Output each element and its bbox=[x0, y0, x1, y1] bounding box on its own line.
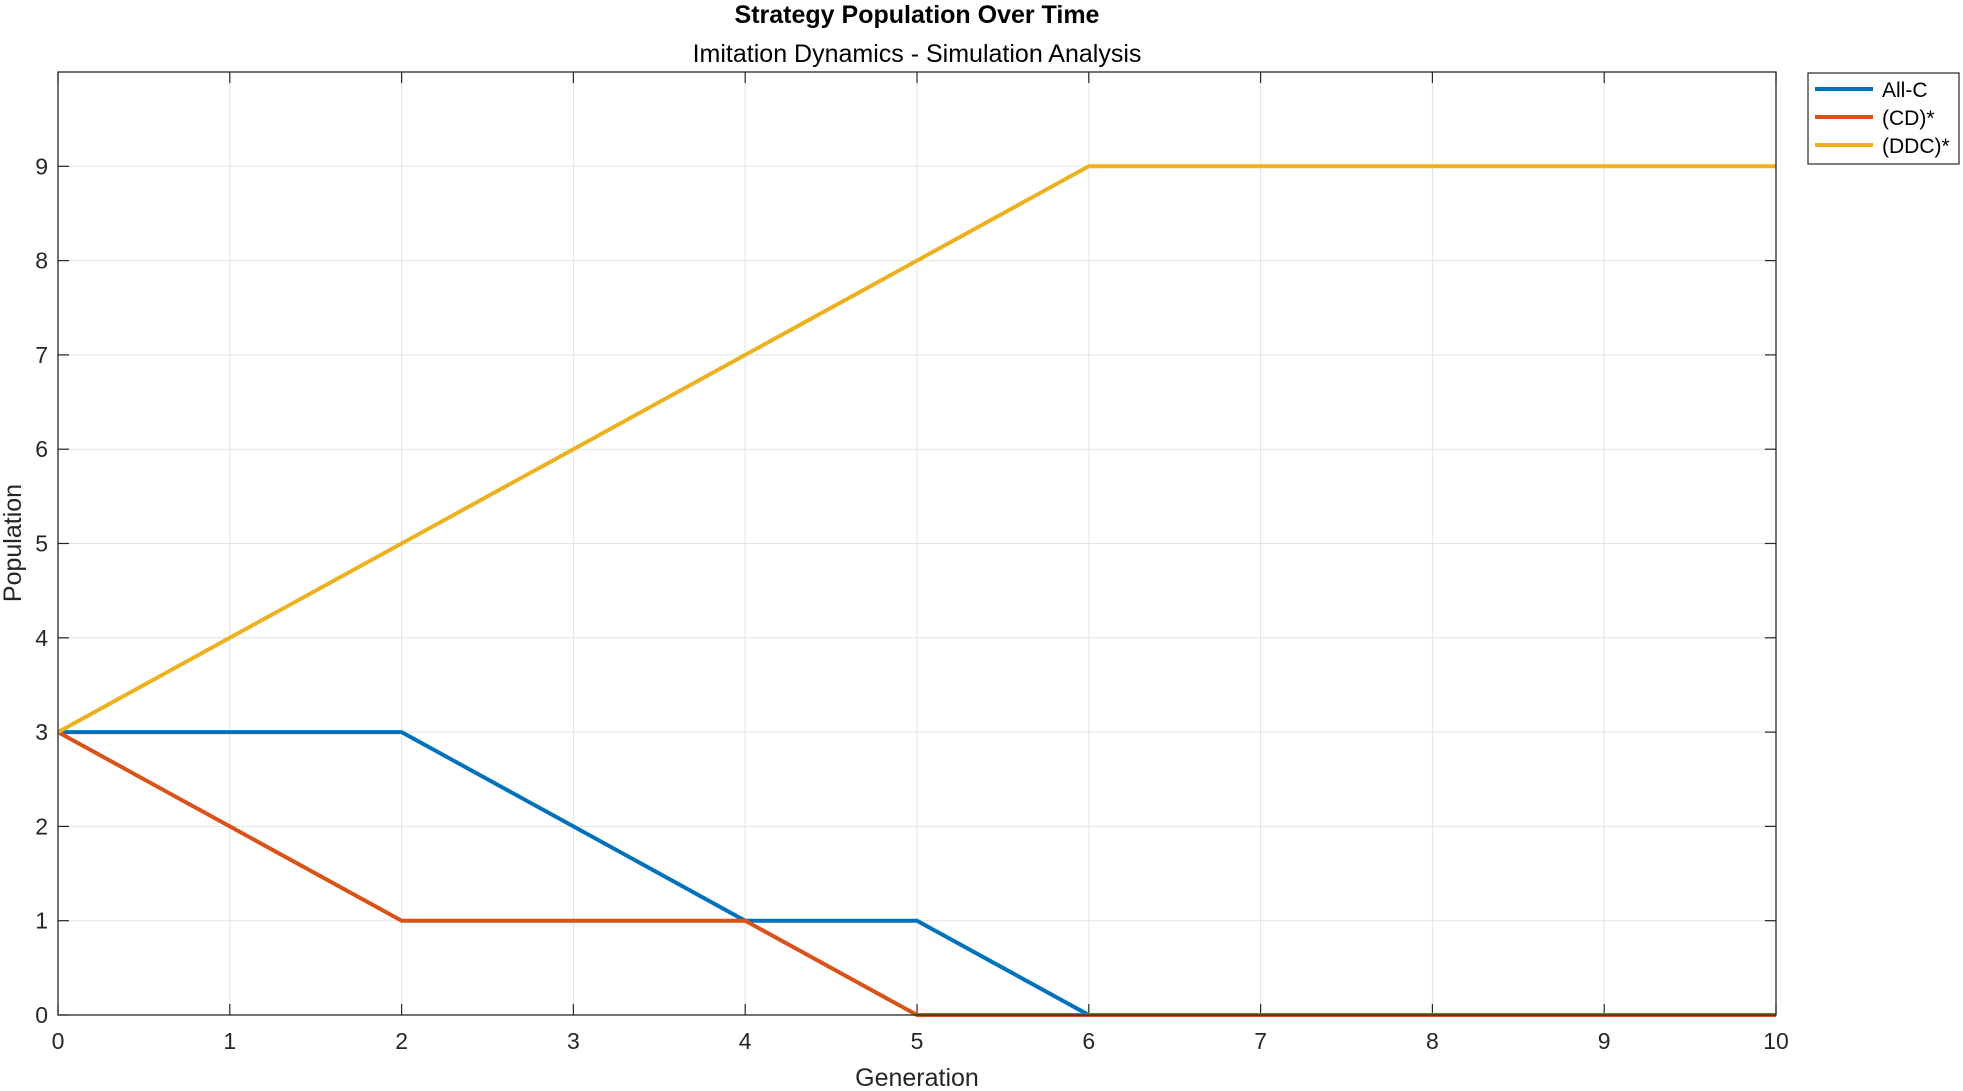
x-tick-label: 4 bbox=[739, 1028, 752, 1054]
legend: All-C (CD)* (DDC)* bbox=[1807, 72, 1960, 165]
x-axis-label: Generation bbox=[855, 1064, 979, 1091]
x-tick-label: 5 bbox=[911, 1028, 924, 1054]
chart-subtitle: Imitation Dynamics - Simulation Analysis bbox=[693, 40, 1142, 68]
legend-label-ddc: (DDC)* bbox=[1882, 135, 1950, 158]
y-tick-label: 5 bbox=[35, 531, 48, 557]
x-tick-label: 0 bbox=[52, 1028, 65, 1054]
chart-title: Strategy Population Over Time bbox=[735, 1, 1100, 29]
y-axis-label: Population bbox=[0, 484, 27, 602]
y-tick-label: 9 bbox=[35, 153, 48, 179]
x-tick-labels: 0 1 2 3 4 5 6 7 8 9 10 bbox=[52, 1028, 1789, 1054]
x-tick-label: 2 bbox=[395, 1028, 408, 1054]
x-tick-label: 8 bbox=[1426, 1028, 1439, 1054]
y-tick-label: 1 bbox=[35, 908, 48, 934]
legend-items: All-C (CD)* (DDC)* bbox=[1815, 79, 1950, 158]
y-tick-label: 3 bbox=[35, 719, 48, 745]
x-tick-label: 9 bbox=[1598, 1028, 1611, 1054]
y-tick-label: 4 bbox=[35, 625, 48, 651]
legend-label-all-c: All-C bbox=[1882, 79, 1928, 102]
x-tick-label: 3 bbox=[567, 1028, 580, 1054]
y-tick-label: 7 bbox=[35, 342, 48, 368]
x-tick-label: 7 bbox=[1254, 1028, 1267, 1054]
y-tick-labels: 0 1 2 3 4 5 6 7 8 9 bbox=[35, 153, 48, 1028]
y-tick-label: 8 bbox=[35, 248, 48, 274]
y-tick-label: 0 bbox=[35, 1002, 48, 1028]
x-tick-label: 1 bbox=[223, 1028, 236, 1054]
plot-frame bbox=[57, 71, 1777, 1016]
x-tick-label: 10 bbox=[1763, 1028, 1789, 1054]
y-tick-label: 6 bbox=[35, 436, 48, 462]
y-tick-label: 2 bbox=[35, 813, 48, 839]
series-line-ddc bbox=[57, 164, 1776, 734]
x-tick-label: 6 bbox=[1082, 1028, 1095, 1054]
legend-label-cd: (CD)* bbox=[1882, 107, 1935, 130]
